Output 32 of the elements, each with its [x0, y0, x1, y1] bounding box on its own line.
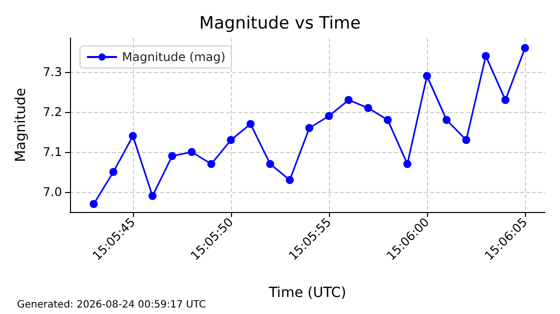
point: [384, 116, 392, 124]
point: [305, 124, 314, 132]
point: [442, 116, 451, 124]
point: [403, 160, 412, 168]
point: [286, 176, 294, 184]
point: [109, 168, 118, 176]
chart-title: Magnitude vs Time: [199, 14, 361, 34]
y-tick-label: 7.2: [42, 105, 62, 119]
text: Generated: 2026-08-24 00:59:17 UTC: [17, 300, 206, 310]
point: [266, 160, 274, 168]
point: [188, 148, 196, 156]
point: [482, 52, 490, 60]
legend-label: Magnitude (mag): [122, 50, 226, 64]
y-tick-label: 7.0: [42, 185, 62, 199]
point: [246, 120, 255, 128]
point: [128, 132, 137, 140]
point: [501, 96, 510, 104]
y-tick-label: 7.3: [42, 65, 62, 79]
point: [168, 152, 176, 160]
point: [344, 96, 353, 104]
point: [462, 136, 470, 144]
point: [207, 160, 216, 168]
point: [521, 44, 530, 52]
y-tick-label: 7.1: [42, 145, 62, 159]
point: [324, 112, 333, 120]
point: [90, 200, 98, 208]
point: [364, 104, 372, 112]
y-axis-title: Magnitude: [13, 88, 29, 162]
point: [423, 72, 431, 80]
point: [226, 136, 235, 144]
x-axis-title: Time (UTC): [268, 285, 346, 301]
point: [148, 192, 157, 200]
